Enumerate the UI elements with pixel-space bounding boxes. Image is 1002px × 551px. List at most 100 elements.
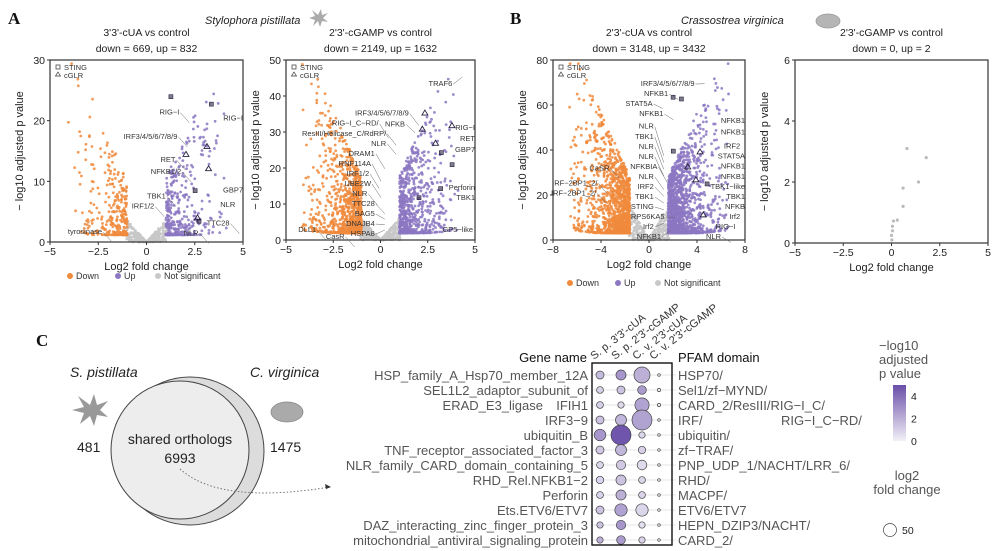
point-up	[181, 165, 185, 169]
point-down	[324, 154, 328, 157]
point-down	[91, 187, 95, 191]
point-down	[626, 188, 630, 192]
point-down	[595, 140, 599, 144]
point-down	[324, 204, 328, 208]
point-up	[189, 232, 193, 236]
point-up	[417, 166, 421, 169]
point-down	[576, 226, 580, 230]
point-up	[419, 132, 423, 136]
point-up	[424, 160, 428, 164]
point-down	[317, 219, 321, 222]
point-up	[166, 202, 170, 206]
point-down	[588, 138, 592, 142]
point-ns	[663, 225, 667, 229]
point-ns	[359, 237, 363, 241]
point-down	[124, 197, 128, 201]
point-down	[74, 209, 78, 213]
point-down	[321, 174, 325, 177]
point-down	[589, 103, 593, 107]
point-down	[108, 177, 111, 180]
point-down	[602, 171, 606, 175]
point-ns	[158, 232, 161, 236]
point-down	[341, 172, 344, 176]
point-down	[590, 122, 594, 126]
point-down	[586, 139, 589, 143]
point-down	[592, 173, 596, 177]
point-down	[327, 200, 330, 203]
point-down	[70, 62, 73, 66]
point-down	[104, 228, 108, 231]
y-axis-label: − log10 adjusted p value	[14, 91, 26, 211]
point-down	[122, 225, 126, 229]
point-down	[112, 233, 116, 237]
point-up	[218, 215, 222, 219]
point-up	[167, 170, 171, 174]
point-up	[206, 193, 210, 197]
point-down	[602, 140, 606, 144]
point-down	[82, 227, 86, 230]
point-down	[572, 198, 576, 202]
point-down	[338, 139, 341, 143]
point-up	[208, 199, 211, 203]
point-up	[410, 212, 414, 216]
point-down	[88, 115, 92, 119]
point-down	[605, 231, 608, 235]
point-up	[444, 218, 448, 222]
point-down	[323, 225, 326, 229]
point-down	[311, 198, 314, 202]
point-down	[599, 124, 603, 128]
point-ns	[161, 229, 165, 233]
point-down	[124, 233, 128, 237]
point-ns	[633, 236, 637, 240]
point-ns	[150, 234, 154, 238]
point-down	[114, 224, 118, 228]
point-down	[328, 167, 332, 171]
point-down	[319, 222, 323, 226]
point-down	[333, 175, 337, 178]
point-up	[424, 191, 428, 195]
point-down	[622, 162, 626, 165]
point-up	[434, 128, 438, 132]
point-up	[178, 156, 182, 160]
point-down	[609, 143, 613, 147]
point-up	[181, 151, 185, 155]
point-down	[617, 229, 621, 233]
point-up	[429, 209, 433, 213]
point-down	[615, 220, 619, 223]
point-up	[190, 204, 194, 207]
point-down	[596, 225, 600, 228]
point-up	[176, 211, 180, 214]
annotation-leader-line	[182, 171, 192, 183]
point-down	[610, 231, 614, 234]
point-down	[318, 154, 322, 158]
point-up	[705, 120, 708, 124]
point-down	[340, 228, 344, 232]
point-down	[590, 230, 594, 234]
point-up	[182, 210, 186, 214]
point-down	[112, 209, 116, 213]
point-down	[593, 129, 597, 133]
point-down	[349, 210, 353, 214]
point-up	[421, 202, 425, 206]
point-down	[596, 207, 600, 210]
point-up	[406, 204, 410, 208]
point-up	[177, 173, 181, 177]
point-up	[426, 204, 430, 208]
gene-annotation: IRF3/4/5/6/7/8/9	[355, 109, 409, 118]
plot-subtitle: down = 2149, up = 1632	[324, 43, 437, 55]
point-up	[439, 161, 443, 165]
point-up	[417, 218, 421, 221]
point-down	[324, 149, 327, 153]
point-down	[591, 223, 595, 227]
point-down	[311, 166, 315, 169]
point-down	[620, 229, 624, 233]
point-down	[620, 166, 623, 169]
point-up	[399, 202, 402, 206]
point-up	[214, 139, 218, 142]
point-down	[582, 174, 586, 178]
point-up	[412, 178, 416, 181]
point-up	[181, 159, 185, 163]
